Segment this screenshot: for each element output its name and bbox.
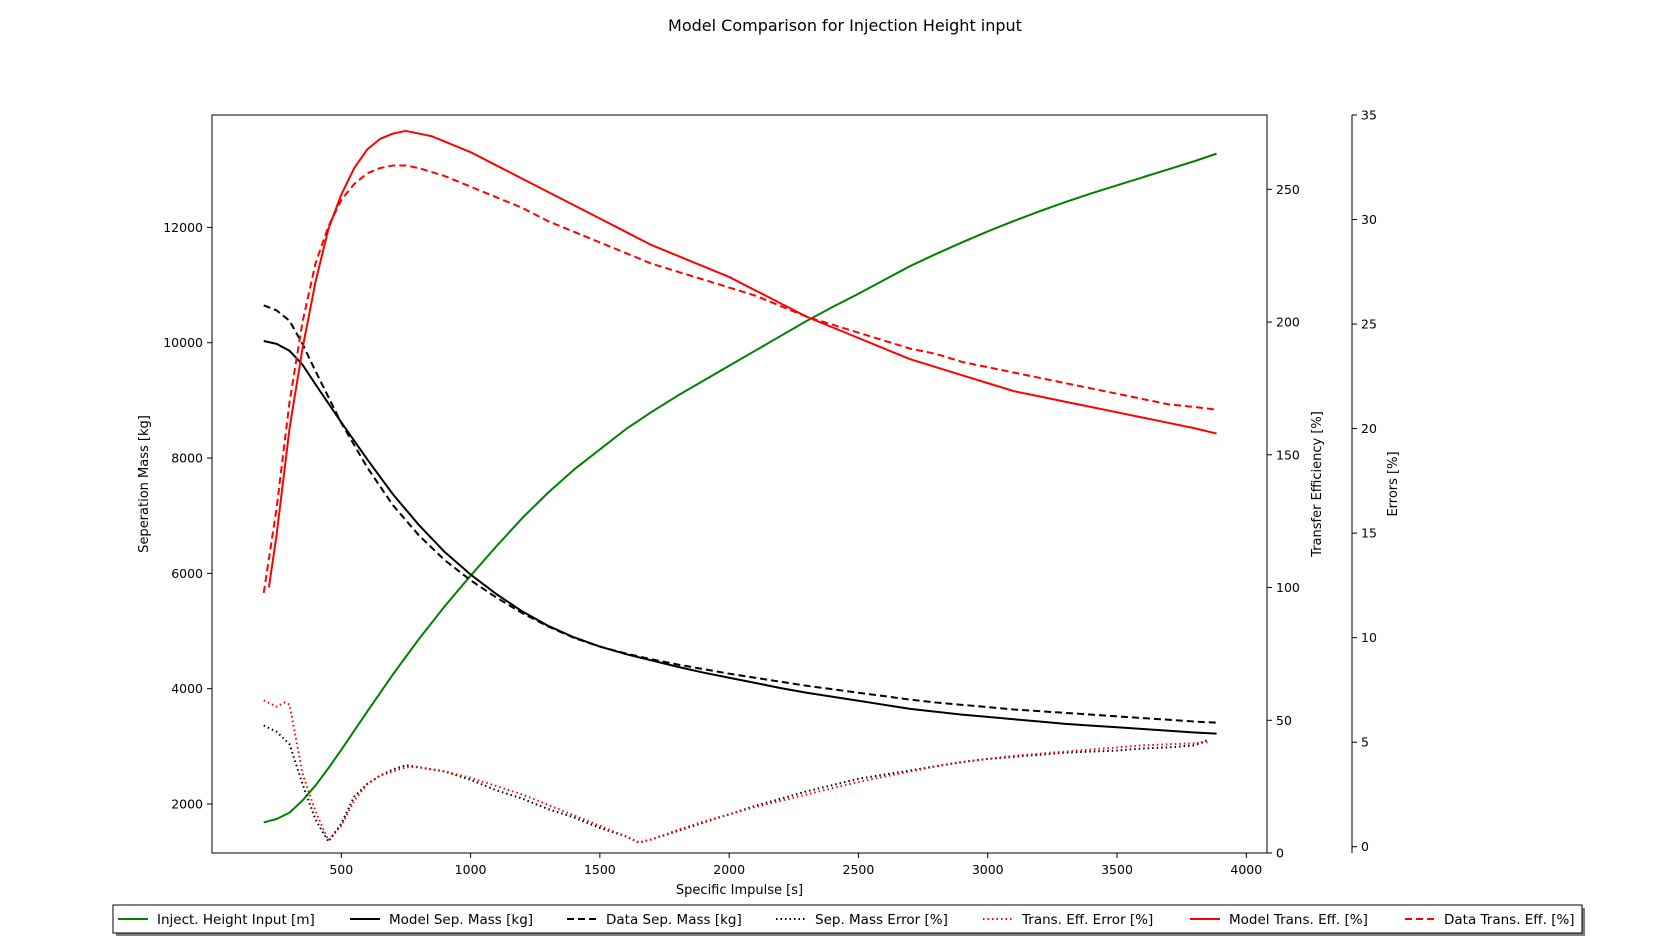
legend-label: Sep. Mass Error [%]	[815, 912, 948, 928]
chart-title: Model Comparison for Injection Height in…	[668, 16, 1022, 35]
left-y-axis-label: Seperation Mass [kg]	[137, 415, 152, 553]
legend-label: Trans. Eff. Error [%]	[1021, 912, 1153, 928]
x-axis-ticks: 500 1000 1500 2000 2500 3000 3500 4000	[329, 853, 1262, 877]
errors-tick-label: 20	[1361, 421, 1377, 436]
x-axis-label: Specific Impulse [s]	[676, 883, 803, 898]
series-line-6	[267, 129, 1217, 588]
series-line-4	[263, 724, 1208, 844]
errors-axis-ticks: 0 5 10 15 20 25 30 35	[1352, 108, 1377, 854]
plot-area-frame	[211, 114, 1268, 854]
left-y-tick-label: 12000	[163, 220, 203, 235]
x-tick-label: 3000	[972, 862, 1004, 877]
transfer-efficiency-axis-label: Transfer Efficiency [%]	[1310, 411, 1325, 558]
errors-tick-label: 0	[1361, 839, 1369, 854]
legend-label: Model Sep. Mass [kg]	[389, 912, 533, 928]
left-y-tick-label: 4000	[171, 681, 203, 696]
left-y-tick-label: 10000	[163, 335, 203, 350]
x-tick-label: 1000	[455, 862, 487, 877]
errors-tick-label: 30	[1361, 212, 1377, 227]
legend-label: Data Trans. Eff. [%]	[1444, 912, 1575, 928]
errors-tick-label: 35	[1361, 108, 1377, 123]
x-tick-label: 3500	[1101, 862, 1133, 877]
series-line-5	[263, 699, 1208, 844]
x-tick-label: 4000	[1230, 862, 1262, 877]
left-y-axis-ticks: 2000 4000 6000 8000 10000 12000	[163, 220, 212, 811]
errors-tick-label: 10	[1361, 630, 1377, 645]
legend-items: Inject. Height Input [m] Model Sep. Mass …	[118, 912, 1575, 928]
left-y-tick-label: 6000	[171, 566, 203, 581]
x-tick-label: 1500	[584, 862, 616, 877]
series-line-3	[263, 304, 1217, 724]
transfer-efficiency-tick-label: 100	[1276, 580, 1300, 595]
series-line-2	[263, 340, 1217, 735]
x-tick-label: 500	[329, 862, 353, 877]
legend-label: Inject. Height Input [m]	[157, 912, 315, 928]
series-line-1	[263, 152, 1217, 824]
errors-tick-label: 25	[1361, 317, 1377, 332]
transfer-efficiency-axis-ticks: 0 50 100 150 200 250	[1267, 182, 1300, 861]
x-tick-label: 2500	[843, 862, 875, 877]
legend: Inject. Height Input [m] Model Sep. Mass …	[112, 904, 1585, 936]
series-layer	[262, 129, 1217, 844]
transfer-efficiency-tick-label: 200	[1276, 315, 1300, 330]
errors-axis-label: Errors [%]	[1386, 451, 1401, 516]
errors-tick-label: 15	[1361, 526, 1377, 541]
legend-label: Data Sep. Mass [kg]	[606, 912, 742, 928]
left-y-tick-label: 2000	[171, 796, 203, 811]
transfer-efficiency-tick-label: 0	[1276, 846, 1284, 861]
transfer-efficiency-tick-label: 250	[1276, 182, 1300, 197]
left-y-tick-label: 8000	[171, 451, 203, 466]
transfer-efficiency-tick-label: 50	[1276, 713, 1292, 728]
errors-tick-label: 5	[1361, 735, 1369, 750]
transfer-efficiency-tick-label: 150	[1276, 447, 1300, 462]
series-line-7	[262, 164, 1217, 593]
x-tick-label: 2000	[713, 862, 745, 877]
legend-label: Model Trans. Eff. [%]	[1229, 912, 1368, 928]
